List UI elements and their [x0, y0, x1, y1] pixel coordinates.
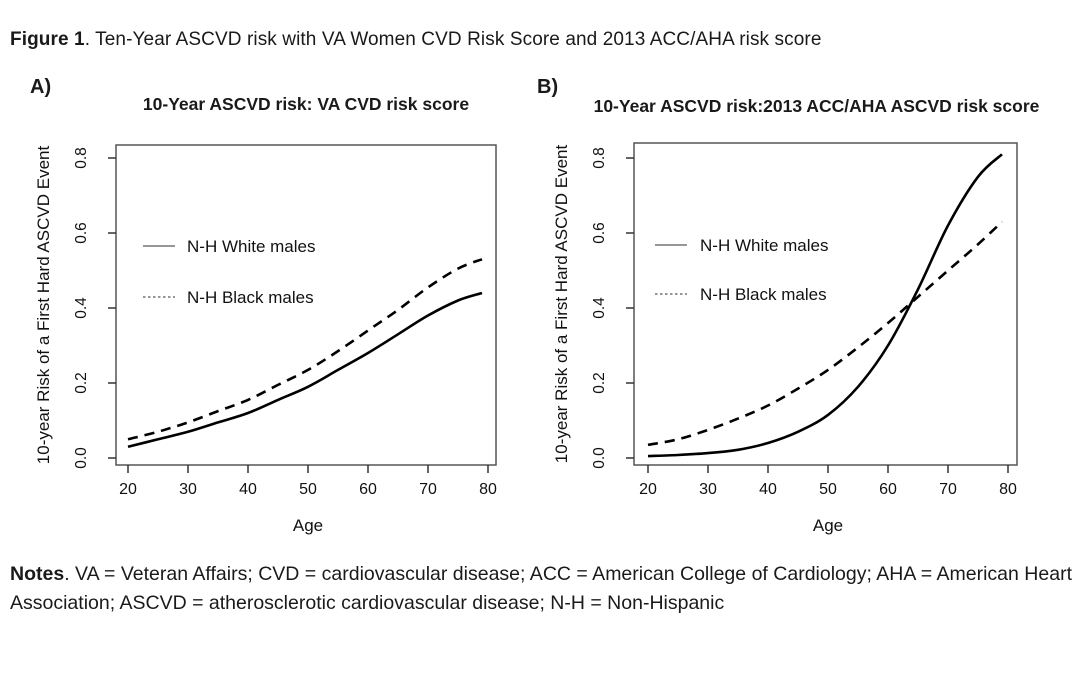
chart-a-title: 10-Year ASCVD risk: VA CVD risk score [142, 94, 470, 114]
x-tick-label: 30 [699, 481, 717, 498]
plot-box [115, 144, 497, 466]
panel-a-label: A) [30, 76, 52, 98]
y-tick-label: 0.2 [591, 372, 608, 394]
y-tick-label: 0.8 [73, 147, 90, 169]
chart-b-plot: 20 30 40 50 60 70 80 0.0 0.2 0.4 0.6 0.8 Age 10-year … [552, 142, 1018, 535]
x-tick-label: 70 [419, 481, 437, 498]
curve-solid [647, 153, 1003, 458]
x-axis-label: Age [813, 516, 843, 535]
legend-label: N-H White males [700, 236, 828, 255]
legend-label: N-H White males [187, 237, 315, 256]
x-tick-label: 80 [479, 481, 497, 498]
x-tick-label: 60 [359, 481, 377, 498]
chart-b-title: 10-Year ASCVD risk:2013 ACC/AHA ASCVD ri… [593, 96, 1040, 116]
y-tick-label: 0.2 [73, 372, 90, 394]
notes-label: Notes [10, 563, 65, 585]
figure-caption: Figure 1. Ten-Year ASCVD risk with VA Wo… [10, 29, 822, 51]
curve-dashed [647, 220, 1003, 447]
x-tick-label: 40 [759, 481, 777, 498]
y-tick-label: 0.4 [591, 297, 608, 319]
curve-solid [127, 291, 483, 449]
x-tick-label: 50 [299, 481, 317, 498]
chart-a-plot: 20 30 40 50 60 70 80 0.0 0.2 0.4 0.6 0.8 Age 10-year … [34, 144, 497, 535]
y-tick-label: 0.8 [591, 147, 608, 169]
x-tick-label: 80 [999, 481, 1017, 498]
y-tick-label: 0.0 [591, 447, 608, 469]
y-tick-label: 0.6 [73, 222, 90, 244]
x-tick-label: 60 [879, 481, 897, 498]
notes-text: . VA = Veteran Affairs; CVD = cardiovasc… [10, 563, 1072, 614]
legend-label: N-H Black males [700, 285, 827, 304]
legend-label: N-H Black males [187, 288, 314, 307]
y-tick-label: 0.6 [591, 222, 608, 244]
x-tick-label: 50 [819, 481, 837, 498]
y-tick-label: 0.4 [73, 297, 90, 319]
figure-caption-text: . Ten-Year ASCVD risk with VA Women CVD … [84, 29, 822, 50]
y-axis-label: 10-year Risk of a First Hard ASCVD Event [34, 146, 53, 465]
curve-dashed [127, 258, 483, 441]
panel-b-label: B) [537, 76, 559, 98]
y-tick-label: 0.0 [73, 447, 90, 469]
plot-box [633, 142, 1018, 466]
figure-caption-number: Figure 1 [10, 29, 85, 50]
x-tick-label: 20 [639, 481, 657, 498]
x-tick-label: 20 [119, 481, 137, 498]
figure-notes: Notes. VA = Veteran Affairs; CVD = cardi… [10, 560, 1072, 617]
x-axis-label: Age [293, 516, 323, 535]
x-tick-label: 30 [179, 481, 197, 498]
x-tick-label: 70 [939, 481, 957, 498]
y-axis-label: 10-year Risk of a First Hard ASCVD Event [552, 145, 571, 464]
x-tick-label: 40 [239, 481, 257, 498]
